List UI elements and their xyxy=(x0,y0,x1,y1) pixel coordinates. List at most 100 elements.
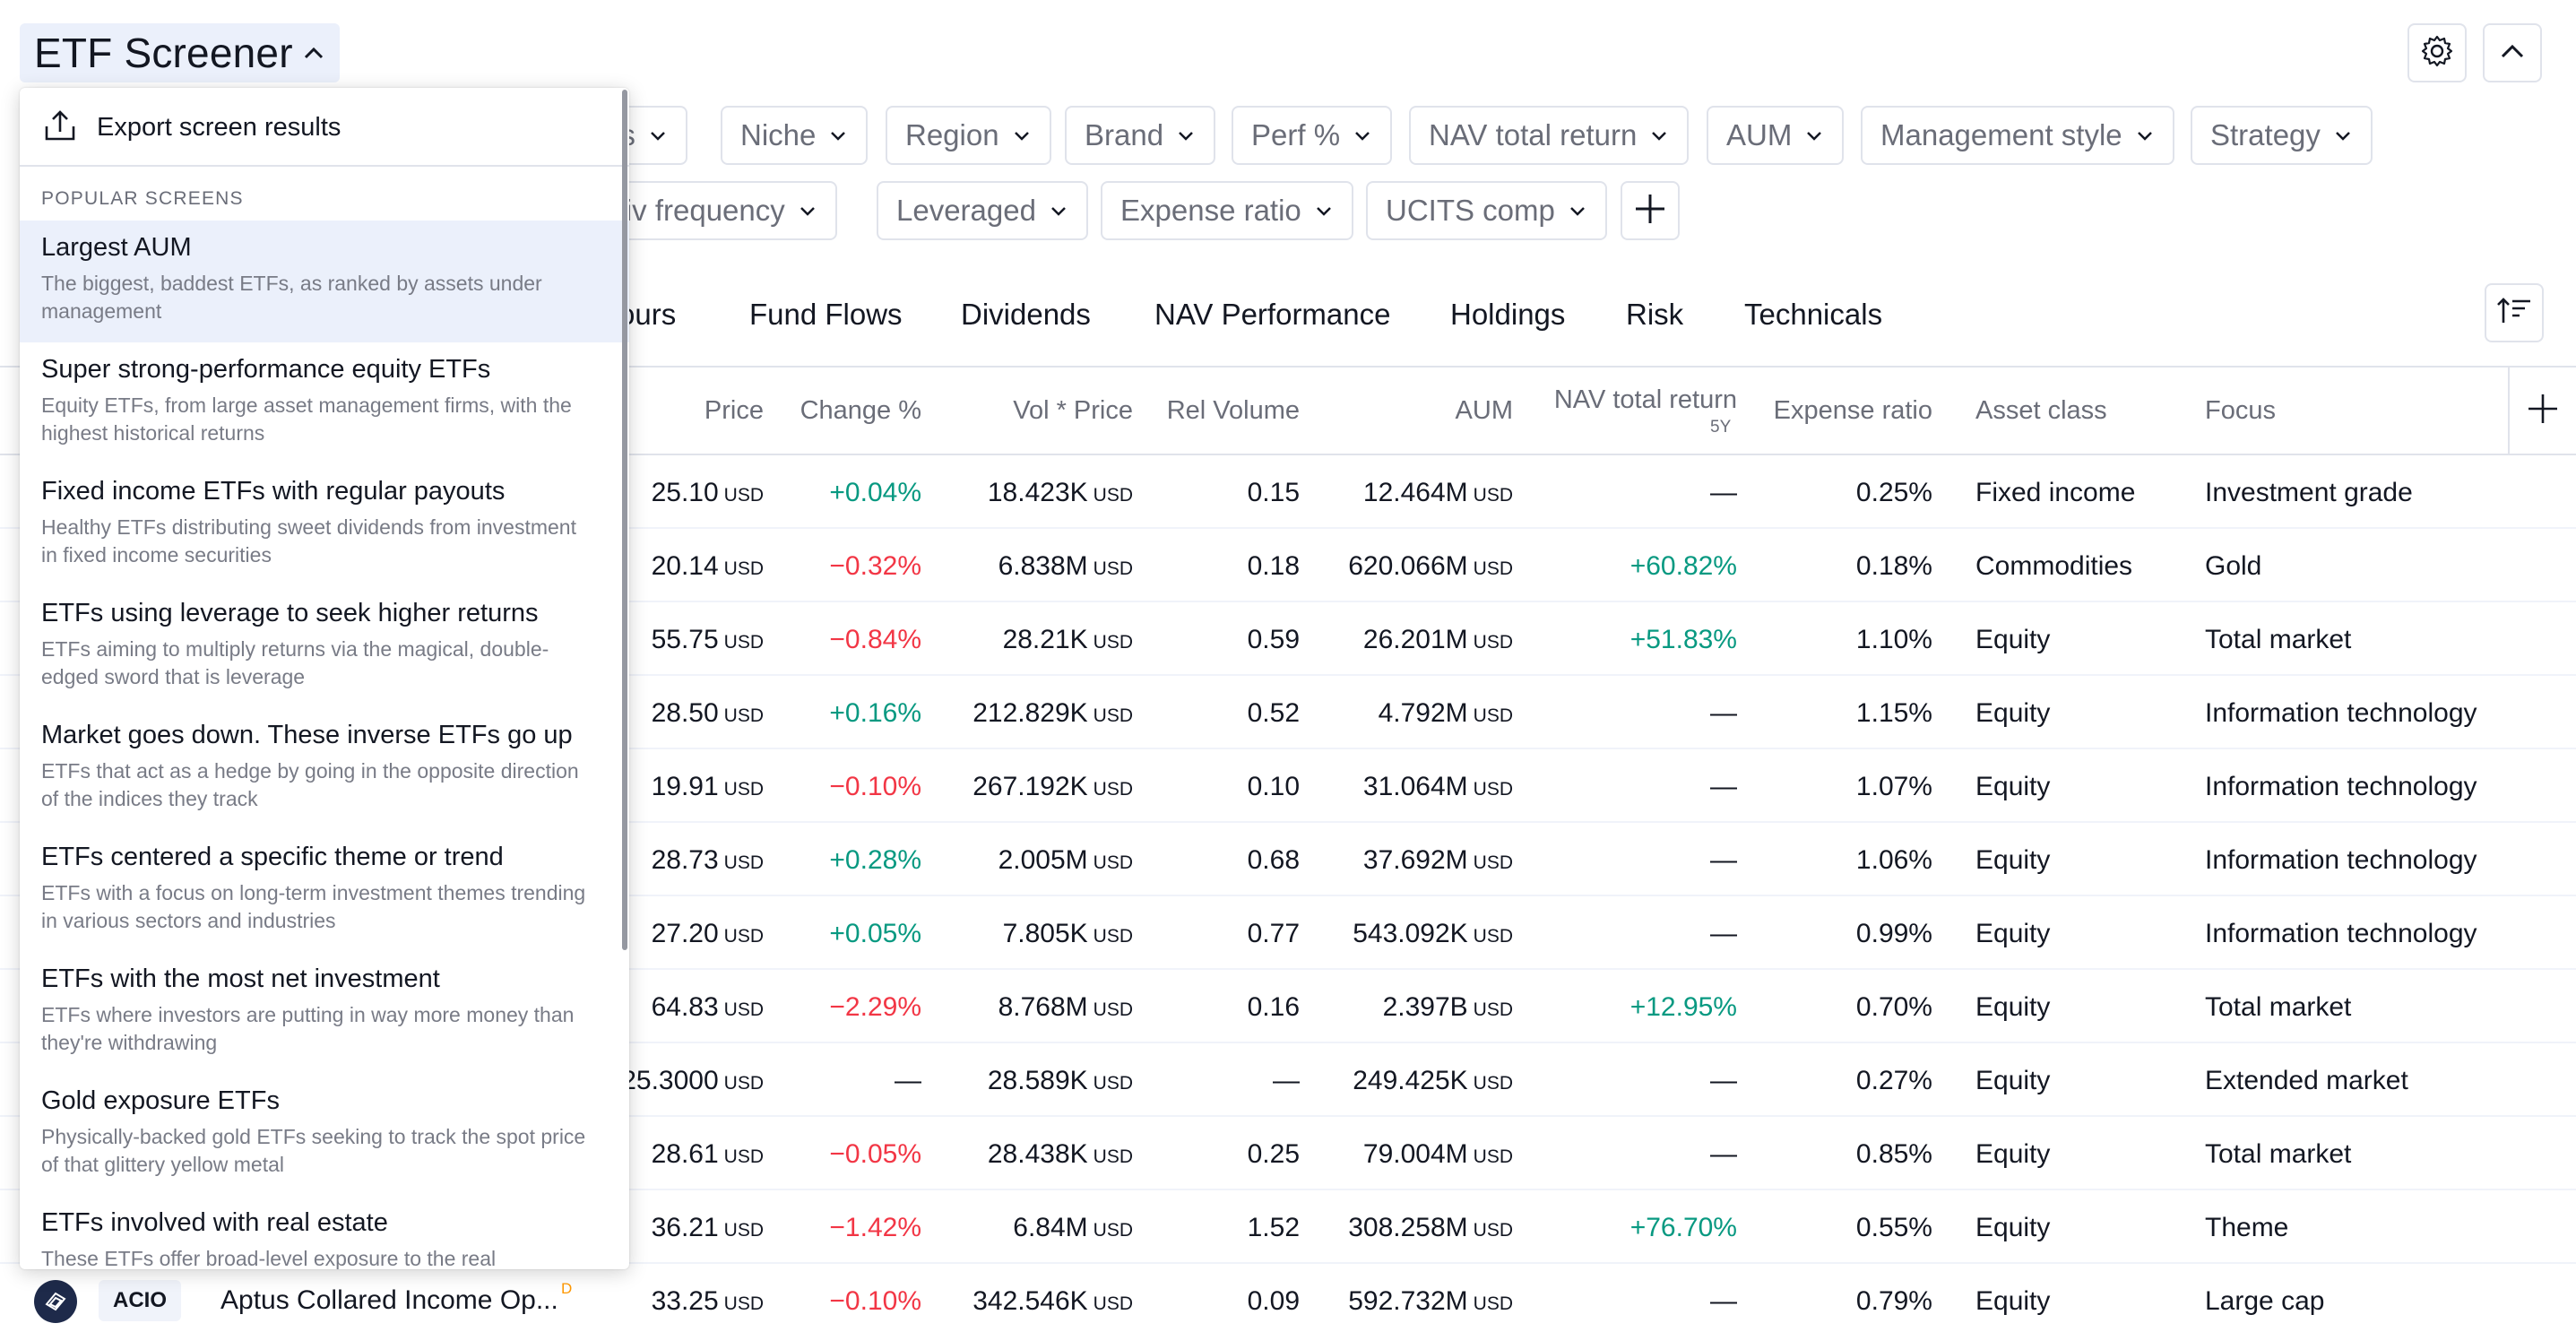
cell-expense: 0.85% xyxy=(1757,1139,1932,1170)
tab-dividends[interactable]: Dividends xyxy=(961,298,1091,331)
menu-item-screen[interactable]: Market goes down. These inverse ETFs go … xyxy=(20,708,629,830)
menu-item-screen[interactable]: ETFs with the most net investment ETFs wh… xyxy=(20,952,629,1074)
filter-nav-total-return[interactable]: NAV total return xyxy=(1409,106,1690,165)
add-filter-button[interactable] xyxy=(1621,181,1680,240)
cell-focus: Information technology xyxy=(2205,772,2501,802)
filter-label: Region xyxy=(905,118,999,151)
tab-fund-flows[interactable]: Fund Flows xyxy=(749,298,903,331)
menu-item-screen[interactable]: Super strong-performance equity ETFs Equi… xyxy=(20,342,629,464)
filter-label: UCITS comp xyxy=(1386,194,1555,227)
cell-value: 0.09 xyxy=(1247,1286,1300,1316)
cell-nav: — xyxy=(1524,698,1737,729)
cell-unit: USD xyxy=(1473,999,1513,1020)
cell-price: 55.75 USD xyxy=(583,625,764,655)
cell-value: Equity xyxy=(1975,772,2051,801)
filter-leveraged[interactable]: Leveraged xyxy=(877,181,1088,240)
filter-strategy[interactable]: Strategy xyxy=(2191,106,2373,165)
cell-aum: 31.064M USD xyxy=(1318,772,1513,802)
sort-button[interactable] xyxy=(2485,283,2544,342)
filter-perf[interactable]: Perf % xyxy=(1232,106,1393,165)
cell-value: — xyxy=(1710,1066,1737,1095)
filter-region[interactable]: Region xyxy=(886,106,1051,165)
filter-ucits-comp[interactable]: UCITS comp xyxy=(1366,181,1607,240)
screener-title-button[interactable]: ETF Screener xyxy=(20,23,340,82)
row-divider xyxy=(0,968,2576,970)
cell-price: 33.25 USD xyxy=(583,1286,764,1317)
cell-value: 26.201M xyxy=(1362,625,1468,654)
cell-focus: Total market xyxy=(2205,625,2501,655)
filter-expense-ratio[interactable]: Expense ratio xyxy=(1101,181,1353,240)
cell-nav: — xyxy=(1524,1139,1737,1170)
add-column-button[interactable] xyxy=(2508,368,2576,454)
filter-label: Perf % xyxy=(1251,118,1341,151)
cell-value: 1.07% xyxy=(1855,772,1932,801)
cell-change: +0.28% xyxy=(771,845,921,876)
cell-unit: USD xyxy=(1093,852,1133,873)
cell-value: Total market xyxy=(2205,1139,2352,1169)
menu-item-screen[interactable]: Gold exposure ETFs Physically-backed gold… xyxy=(20,1074,629,1196)
filter-management-style[interactable]: Management style xyxy=(1861,106,2174,165)
cell-unit: USD xyxy=(723,852,764,873)
cell-asset: Equity xyxy=(1975,625,2191,655)
tab-holdings[interactable]: Holdings xyxy=(1450,298,1566,331)
cell-aum: 79.004M USD xyxy=(1318,1139,1513,1170)
header-divider xyxy=(0,454,2576,455)
menu-item-screen[interactable]: Largest AUM The biggest, baddest ETFs, as… xyxy=(20,221,629,342)
settings-button[interactable] xyxy=(2407,23,2467,82)
cell-value: −0.05% xyxy=(829,1139,921,1169)
menu-item-title: ETFs using leverage to seek higher retur… xyxy=(41,599,539,627)
col-header-expense-ratio[interactable]: Expense ratio xyxy=(1773,396,1932,425)
cell-asset: Equity xyxy=(1975,919,2191,949)
row-divider xyxy=(0,527,2576,529)
cell-aum: 308.258M USD xyxy=(1318,1213,1513,1243)
cell-value: 36.21 xyxy=(651,1213,719,1242)
cell-value: — xyxy=(1710,698,1737,728)
cell-value: 0.10 xyxy=(1247,772,1300,801)
cell-relvol: 0.10 xyxy=(1147,772,1300,802)
cell-value: Fixed income xyxy=(1975,478,2136,507)
cell-value: 0.25% xyxy=(1855,478,1932,507)
cell-value: 543.092K xyxy=(1353,919,1468,948)
cell-change: −0.05% xyxy=(771,1139,921,1170)
cell-value: Large cap xyxy=(2205,1286,2325,1316)
col-header-asset-class[interactable]: Asset class xyxy=(1975,396,2107,425)
cell-volprice: 267.192K USD xyxy=(932,772,1133,802)
col-header-change[interactable]: Change % xyxy=(800,396,921,425)
cell-value: 33.25 xyxy=(651,1286,719,1316)
tab-nav-performance[interactable]: NAV Performance xyxy=(1154,298,1391,331)
tab-risk[interactable]: Risk xyxy=(1626,298,1684,331)
cell-expense: 0.18% xyxy=(1757,551,1932,582)
col-header-nav-total-return[interactable]: NAV total return xyxy=(1553,385,1737,414)
cell-volprice: 8.768M USD xyxy=(932,992,1133,1023)
ticker-badge[interactable]: ACIO xyxy=(99,1280,181,1321)
cell-relvol: 0.68 xyxy=(1147,845,1300,876)
filter-label: AUM xyxy=(1726,118,1793,151)
col-header-vol-price[interactable]: Vol * Price xyxy=(1013,396,1133,425)
col-header-rel-volume[interactable]: Rel Volume xyxy=(1166,396,1300,425)
col-header-aum[interactable]: AUM xyxy=(1455,396,1513,425)
menu-item-screen[interactable]: Fixed income ETFs with regular payouts He… xyxy=(20,464,629,586)
cell-value: −0.32% xyxy=(829,551,921,581)
menu-item-screen[interactable]: ETFs using leverage to seek higher retur… xyxy=(20,586,629,708)
col-header-price[interactable]: Price xyxy=(704,396,764,425)
filter-brand[interactable]: Brand xyxy=(1065,106,1216,165)
fund-name[interactable]: Aptus Collared Income Op... xyxy=(220,1285,558,1315)
cell-value: Gold xyxy=(2205,551,2262,581)
menu-item-screen[interactable]: ETFs centered a specific theme or trend E… xyxy=(20,830,629,952)
export-screen-results[interactable]: Export screen results xyxy=(20,88,629,167)
filter-aum[interactable]: AUM xyxy=(1707,106,1845,165)
col-header-focus[interactable]: Focus xyxy=(2205,396,2276,425)
menu-scrollbar[interactable] xyxy=(622,90,627,950)
menu-item-screen[interactable]: ETFs involved with real estate These ETFs… xyxy=(20,1196,629,1269)
cell-aum: 26.201M USD xyxy=(1318,625,1513,655)
filter-niche[interactable]: Niche xyxy=(721,106,869,165)
cell-unit: USD xyxy=(1473,485,1513,506)
cell-value: 592.732M xyxy=(1348,1286,1468,1316)
tab-technicals[interactable]: Technicals xyxy=(1744,298,1883,331)
row-divider xyxy=(0,821,2576,823)
collapse-button[interactable] xyxy=(2483,23,2542,82)
cell-value: Equity xyxy=(1975,1213,2051,1242)
cell-relvol: 1.52 xyxy=(1147,1213,1300,1243)
cell-relvol: — xyxy=(1147,1066,1300,1096)
cell-asset: Equity xyxy=(1975,1213,2191,1243)
